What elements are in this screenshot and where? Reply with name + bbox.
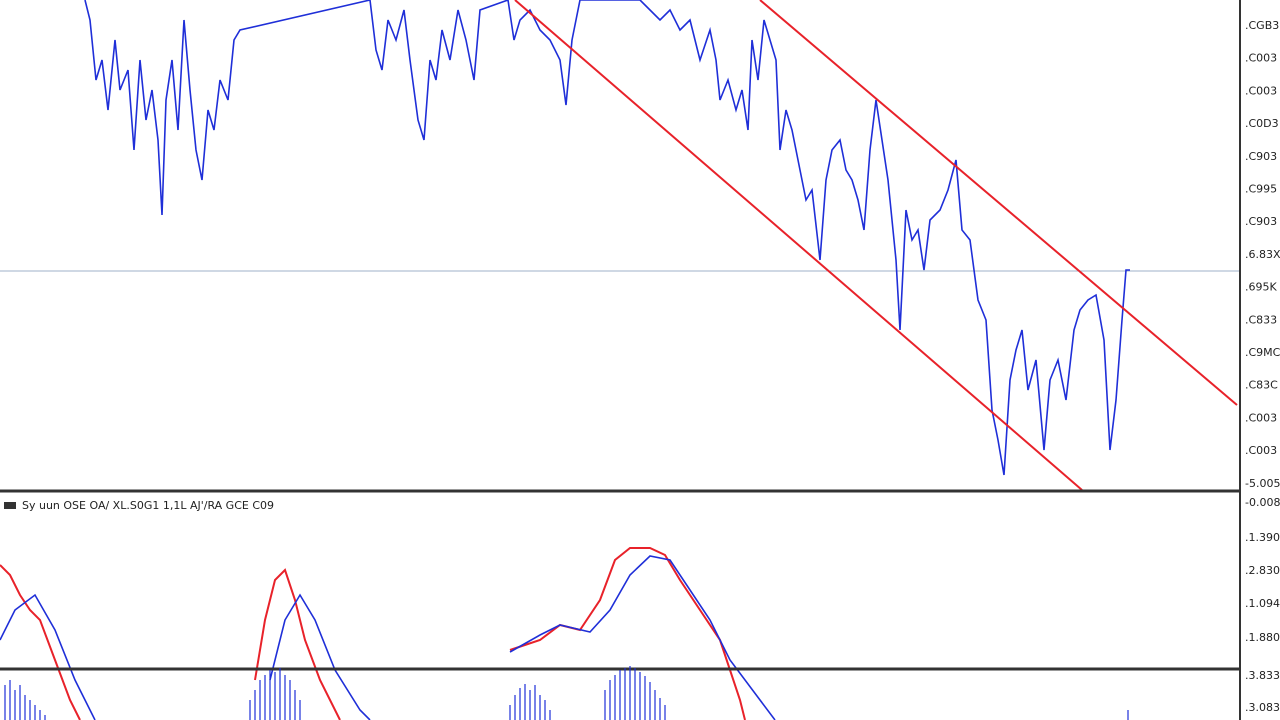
indicator-axis-label: .1.094 <box>1245 597 1280 610</box>
indicator-axis-label: .1.880 <box>1245 631 1280 644</box>
macd-signal <box>0 564 81 720</box>
price-axis-label: .C903 <box>1245 215 1277 228</box>
price-axis-label: .C83C <box>1245 379 1278 392</box>
price-axis-label: .C003 <box>1245 444 1277 457</box>
price-axis-label: .C003 <box>1245 52 1277 65</box>
price-axis-label: .CGB3 <box>1245 19 1279 32</box>
price-bars <box>84 0 1130 476</box>
macd-line <box>509 555 776 720</box>
macd-line <box>0 593 96 720</box>
price-axis: .CGB3 .C003 .C003 .C0D3 .C903 .C995 .C903 .6.83… <box>1245 19 1280 714</box>
channel-upper <box>759 0 1238 406</box>
indicator-axis-label: .3.833 <box>1245 669 1280 682</box>
price-axis-label: .C003 <box>1245 84 1277 97</box>
price-axis-label: -5.005 <box>1245 477 1280 490</box>
price-axis-label: .C9MC <box>1245 346 1280 359</box>
indicator-icon <box>4 502 16 509</box>
indicator-label: Sy uun OSE OA/ XL.S0G1 1,1L AJ'/RA GCE C… <box>22 499 274 512</box>
price-axis-label: .695K <box>1245 281 1277 294</box>
price-axis-label: .C903 <box>1245 150 1277 163</box>
indicator-axis-label: .2.830 <box>1245 564 1280 577</box>
channel-lower <box>514 0 1083 491</box>
price-axis-label: .C003 <box>1245 411 1277 424</box>
indicator-axis-label: -0.008 <box>1245 496 1280 509</box>
price-axis-label: .C995 <box>1245 183 1277 196</box>
price-axis-label: .C833 <box>1245 313 1277 326</box>
macd-line <box>269 593 371 720</box>
indicator-axis-label: .1.390 <box>1245 531 1280 544</box>
histogram <box>4 666 1129 720</box>
price-axis-label: .C0D3 <box>1245 117 1279 130</box>
price-axis-label: .6.83X <box>1245 248 1280 261</box>
macd-signal <box>254 568 341 720</box>
indicator-axis-label: .3.083 <box>1245 701 1280 714</box>
